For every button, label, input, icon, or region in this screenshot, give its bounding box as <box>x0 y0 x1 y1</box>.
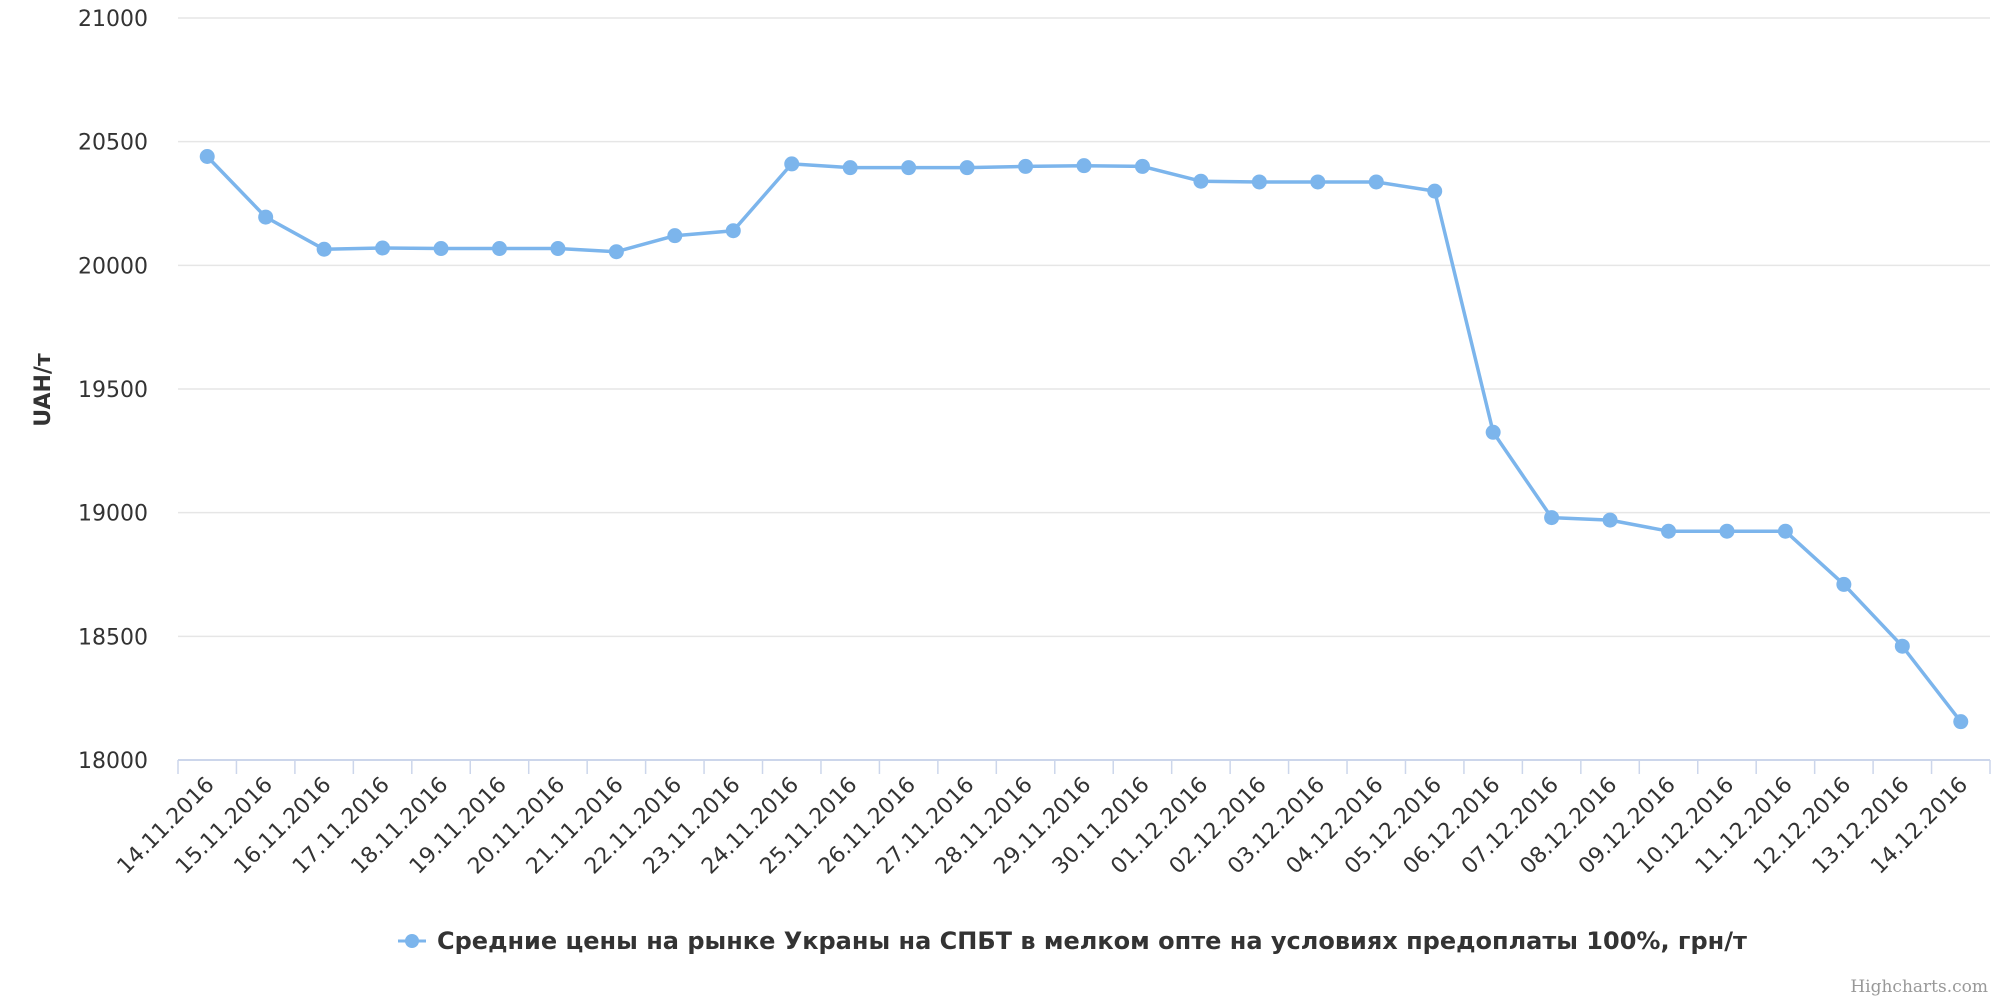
y-tick-label: 19000 <box>78 502 148 527</box>
data-point[interactable] <box>1602 512 1618 528</box>
data-point[interactable] <box>1368 174 1384 190</box>
data-point[interactable] <box>1894 638 1910 654</box>
data-point[interactable] <box>199 149 215 165</box>
data-point[interactable] <box>1076 158 1092 174</box>
data-point[interactable] <box>1193 173 1209 189</box>
y-axis-label: UAH/т <box>31 353 56 427</box>
data-point[interactable] <box>1251 174 1267 190</box>
data-point[interactable] <box>550 241 566 257</box>
grid-lines <box>178 17 1990 638</box>
data-point[interactable] <box>784 156 800 172</box>
data-point[interactable] <box>842 160 858 176</box>
data-point[interactable] <box>667 228 683 244</box>
data-point[interactable] <box>1427 183 1443 199</box>
y-tick-label: 19500 <box>78 378 148 403</box>
data-point[interactable] <box>375 240 391 256</box>
series-group <box>199 149 1969 730</box>
data-point[interactable] <box>491 241 507 257</box>
legend[interactable]: Средние цены на рынке Украны на СПБТ в м… <box>398 927 1747 955</box>
data-point[interactable] <box>433 241 449 257</box>
data-point[interactable] <box>1836 576 1852 592</box>
y-tick-label: 18000 <box>78 749 148 774</box>
y-tick-label: 20000 <box>78 254 148 279</box>
data-point[interactable] <box>1661 523 1677 539</box>
y-tick-label: 18500 <box>78 625 148 650</box>
data-point[interactable] <box>1018 158 1034 174</box>
data-point[interactable] <box>725 223 741 239</box>
legend-label: Средние цены на рынке Украны на СПБТ в м… <box>437 927 1747 955</box>
data-point[interactable] <box>1719 523 1735 539</box>
y-tick-label: 21000 <box>78 7 148 32</box>
data-point[interactable] <box>901 160 917 176</box>
data-point[interactable] <box>1134 158 1150 174</box>
data-point[interactable] <box>1544 510 1560 526</box>
data-point[interactable] <box>258 209 274 225</box>
y-axis: 18000 18500 19000 19500 20000 20500 21000 <box>78 7 148 774</box>
legend-marker-icon <box>405 934 419 948</box>
data-point[interactable] <box>1310 174 1326 190</box>
data-point[interactable] <box>316 241 332 257</box>
data-point[interactable] <box>1777 523 1793 539</box>
data-point[interactable] <box>959 160 975 176</box>
data-point[interactable] <box>608 244 624 260</box>
chart-credit[interactable]: Highcharts.com <box>1850 977 1988 997</box>
x-axis: 14.11.201615.11.201616.11.201617.11.2016… <box>113 759 1991 879</box>
data-point[interactable] <box>1485 424 1501 440</box>
data-point[interactable] <box>1953 714 1969 730</box>
y-tick-label: 20500 <box>78 131 148 156</box>
